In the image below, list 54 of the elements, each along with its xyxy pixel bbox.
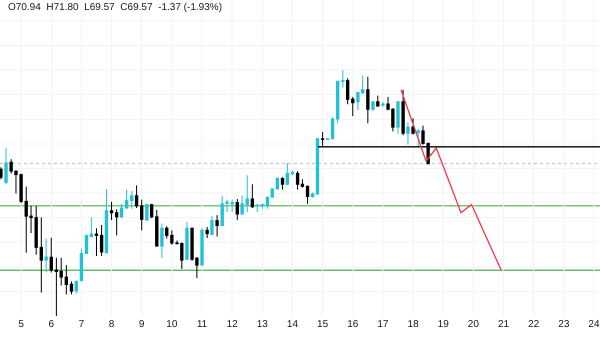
x-tick-label: 10 xyxy=(166,319,178,330)
candlestick xyxy=(286,162,290,186)
candlestick xyxy=(280,176,284,190)
candlestick xyxy=(376,95,380,108)
x-tick-label: 11 xyxy=(196,319,208,330)
candlestick xyxy=(70,280,74,295)
candlestick xyxy=(110,201,114,221)
x-tick-label: 7 xyxy=(78,319,85,330)
x-tick-label: 8 xyxy=(108,319,115,330)
x-tick-label: 13 xyxy=(256,319,268,330)
x-tick-label: 18 xyxy=(408,319,420,330)
candlestick xyxy=(120,203,124,219)
x-tick-label: 22 xyxy=(528,319,540,330)
candlestick xyxy=(94,228,98,256)
x-tick-label: 17 xyxy=(377,319,389,330)
candlestick xyxy=(416,128,420,148)
x-tick-label: 24 xyxy=(588,319,600,330)
x-tick-label: 16 xyxy=(347,319,359,330)
candlestick xyxy=(160,223,164,259)
x-tick-label: 9 xyxy=(138,319,145,330)
x-tick-label: 21 xyxy=(498,319,510,330)
x-tick-label: 20 xyxy=(468,319,480,330)
candlestick xyxy=(215,214,219,238)
candlestick xyxy=(0,166,3,180)
x-tick-label: 6 xyxy=(48,319,54,330)
candlestick xyxy=(366,76,370,124)
candlestick xyxy=(230,199,234,212)
candlestick xyxy=(381,101,385,108)
candlestick xyxy=(74,280,78,294)
candlestick xyxy=(4,148,8,184)
candlestick xyxy=(115,208,118,236)
candlestick xyxy=(205,226,209,239)
candlestick xyxy=(104,188,108,254)
candlestick xyxy=(411,118,415,136)
candlestick xyxy=(306,184,310,204)
candlestick xyxy=(210,216,214,236)
candlestick xyxy=(100,224,104,256)
x-tick-label: 12 xyxy=(226,319,238,330)
candlestick xyxy=(44,238,48,273)
candlestick xyxy=(401,89,405,136)
candlestick xyxy=(145,203,149,221)
text: O70.94 H71.80 L69.57 C69.57 -1.37 (-1.93%) xyxy=(8,2,222,13)
candlestick xyxy=(185,222,189,261)
candlestick xyxy=(290,170,294,176)
candlestick xyxy=(406,122,410,146)
candlestick xyxy=(80,248,84,282)
x-tick-label: 19 xyxy=(438,319,450,330)
x-tick-label: 23 xyxy=(558,319,570,330)
candlestick xyxy=(250,184,254,209)
candlestick xyxy=(236,198,239,221)
x-tick-label: 14 xyxy=(286,319,298,330)
x-tick-label: 15 xyxy=(317,319,329,330)
candlestick xyxy=(396,100,400,134)
x-tick-label: 5 xyxy=(18,319,24,330)
